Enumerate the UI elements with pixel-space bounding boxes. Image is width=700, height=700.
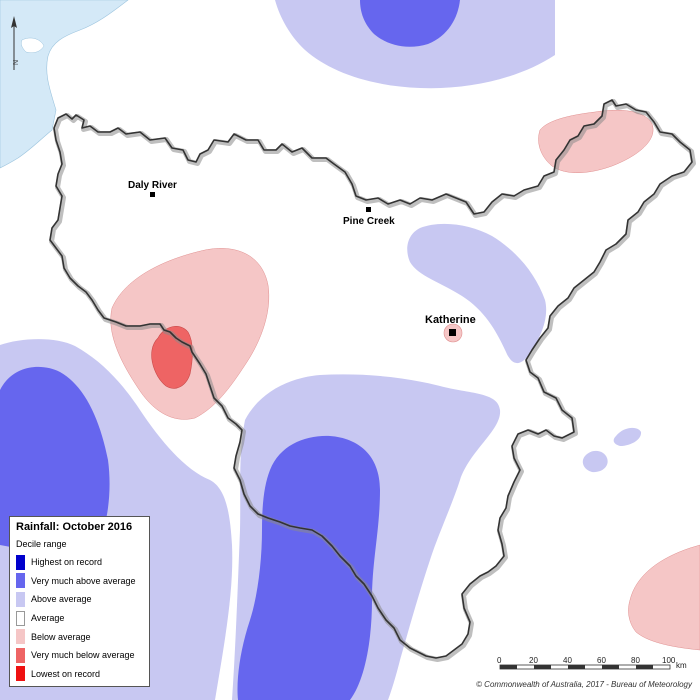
region-boundary <box>49 99 696 662</box>
legend-label: Lowest on record <box>31 668 101 679</box>
legend-swatch <box>16 629 25 645</box>
scale-bar-segment <box>636 665 653 669</box>
legend-item: Below average <box>16 627 143 646</box>
scale-bar-segment <box>602 665 619 669</box>
sea-coast-detail <box>20 37 45 53</box>
town-marker <box>150 192 155 197</box>
scale-unit-label: km <box>676 661 687 670</box>
north-arrow-head <box>11 16 17 28</box>
legend-label: Above average <box>31 594 92 605</box>
town-marker <box>366 207 371 212</box>
town-label-katherine: Katherine <box>425 314 476 326</box>
scale-tick-label: 40 <box>563 656 572 665</box>
legend-subtitle: Decile range <box>16 539 67 549</box>
legend-swatch <box>16 573 25 589</box>
town-pine-creek: Pine Creek <box>343 207 395 227</box>
legend-swatch <box>16 610 25 626</box>
legend-item: Very much above average <box>16 572 143 591</box>
town-marker <box>449 329 456 336</box>
legend-label: Below average <box>31 631 91 642</box>
town-label-daly-river: Daly River <box>128 180 177 191</box>
copyright-credit: © Commonwealth of Australia, 2017 - Bure… <box>476 680 692 689</box>
very-much-above-region-north <box>360 0 460 47</box>
north-arrow: N <box>11 16 20 70</box>
legend-item: Very much below average <box>16 646 143 665</box>
legend-label: Very much above average <box>31 575 136 586</box>
town-label-pine-creek: Pine Creek <box>343 216 395 227</box>
region-boundary-line <box>49 99 693 659</box>
below-average-region-northeast <box>538 109 654 173</box>
below-average-region-southeast <box>628 544 700 651</box>
north-arrow-letter: N <box>13 60 20 65</box>
legend-swatch <box>16 554 25 570</box>
scale-bar-segment <box>534 665 551 669</box>
legend-swatch <box>16 666 25 682</box>
scale-bar-segment <box>568 665 585 669</box>
above-average-region-katherine-east <box>407 223 547 364</box>
scale-tick-label: 20 <box>529 656 538 665</box>
scale-tick-label: 0 <box>497 656 502 665</box>
scale-bar: 0 20 40 60 80 100 km <box>497 656 687 670</box>
legend-item: Highest on record <box>16 553 143 572</box>
above-average-region-east-small <box>582 450 608 473</box>
legend: Rainfall: October 2016 Decile range High… <box>9 516 150 687</box>
town-katherine: Katherine <box>425 314 476 336</box>
legend-label: Average <box>31 613 65 624</box>
scale-tick-label: 60 <box>597 656 606 665</box>
scale-tick-label: 80 <box>631 656 640 665</box>
below-average-region-west <box>110 248 270 420</box>
scale-bar-segment <box>500 665 517 669</box>
legend-item: Average <box>16 609 143 628</box>
legend-swatch <box>16 591 25 607</box>
legend-label: Very much below average <box>31 650 135 661</box>
above-average-region-east-tiny <box>613 427 642 446</box>
scale-tick-label: 100 <box>662 656 676 665</box>
very-much-above-region-south <box>237 435 380 700</box>
legend-item: Above average <box>16 590 143 609</box>
legend-title: Rainfall: October 2016 <box>16 521 133 533</box>
legend-item: Lowest on record <box>16 665 143 684</box>
very-much-above-region-west <box>0 366 110 561</box>
legend-swatch <box>16 647 25 663</box>
legend-label: Highest on record <box>31 557 103 568</box>
town-daly-river: Daly River <box>128 180 177 197</box>
